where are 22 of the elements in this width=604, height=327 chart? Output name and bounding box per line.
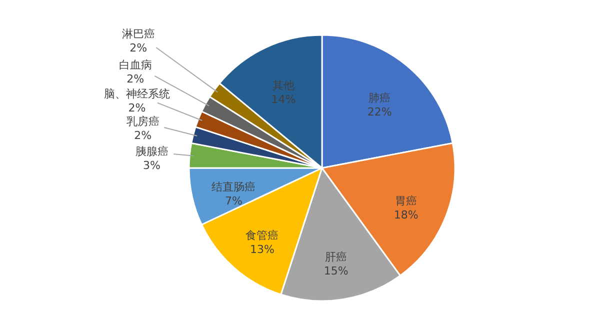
data-label: 2% [130, 42, 148, 55]
slice-label: 结直肠癌 [212, 180, 256, 194]
data-label: 3% [143, 158, 160, 172]
data-label: 2% [134, 128, 152, 142]
slice-label: 乳房癌 [126, 114, 160, 128]
slice-label: 淋巴癌 [122, 28, 155, 41]
slice-label: 其他 [272, 79, 294, 92]
slice-label: 脑、神经系统 [104, 88, 170, 101]
slice-label: 肺癌 [368, 91, 391, 104]
slice-label: 胰腺癌 [135, 144, 168, 158]
data-label: 14% [271, 93, 296, 106]
data-label: 2% [128, 102, 146, 115]
data-label: 22% [367, 105, 392, 118]
slice-label: 食管癌 [246, 228, 279, 242]
slice-label: 白血病 [118, 58, 152, 72]
data-label: 2% [126, 72, 144, 86]
data-label: 15% [324, 264, 348, 278]
slice-label: 肝癌 [325, 250, 348, 264]
data-label: 7% [225, 194, 242, 208]
data-label: 18% [394, 208, 418, 222]
slice-label: 胃癌 [395, 194, 418, 208]
data-label: 13% [250, 242, 274, 256]
